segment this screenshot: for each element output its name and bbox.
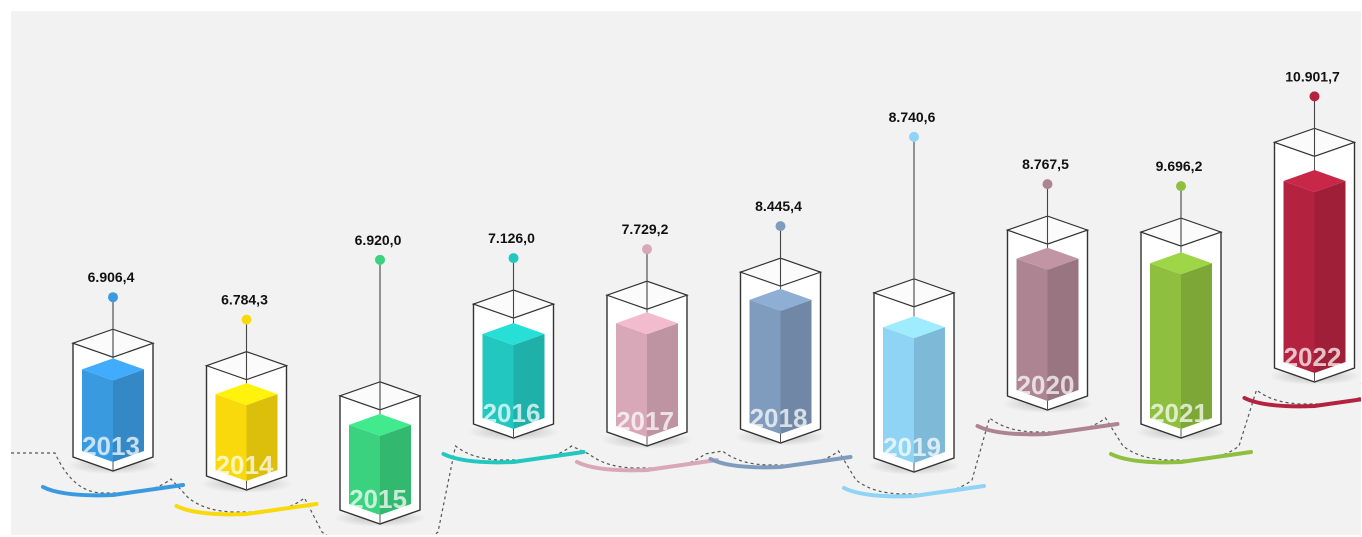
value-label-2020: 8.767,5 xyxy=(1022,156,1069,172)
bar-group-2014: 2014 6.784,3 xyxy=(200,292,293,493)
bar-group-2018: 2018 8.445,4 xyxy=(734,198,827,446)
bar-group-2019: 2019 8.740,6 xyxy=(868,109,960,475)
bar-side xyxy=(246,394,278,481)
bar-group-2013: 2013 6.906,4 xyxy=(67,269,159,474)
value-dot xyxy=(909,131,919,142)
value-dot xyxy=(375,254,385,265)
bar-side xyxy=(513,334,545,429)
timeline-accent-2021 xyxy=(1109,450,1253,465)
year-label-2015: 2015 xyxy=(349,484,407,514)
year-label-2016: 2016 xyxy=(483,398,541,428)
timeline-accent-2019 xyxy=(842,484,986,499)
bar-group-2015: 2015 6.920,0 xyxy=(334,232,426,527)
timeline-accent-2013 xyxy=(41,483,185,498)
value-dot xyxy=(642,244,652,255)
timeline-accent-2022 xyxy=(1242,396,1361,409)
bar-2018 xyxy=(749,299,781,434)
year-label-2020: 2020 xyxy=(1017,370,1075,400)
value-dot xyxy=(108,292,118,303)
value-label-2022: 10.901,7 xyxy=(1285,68,1340,84)
value-label-2019: 8.740,6 xyxy=(889,109,936,125)
value-label-2013: 6.906,4 xyxy=(88,269,135,285)
bar-group-2022: 2022 10.901,7 xyxy=(1268,68,1361,385)
bar-top xyxy=(215,383,278,406)
value-dot xyxy=(1042,179,1053,190)
year-label-2014: 2014 xyxy=(216,450,274,480)
value-dot xyxy=(241,314,252,325)
value-dot xyxy=(508,253,519,264)
bar-chart: 2013 6.906,4 2014 6.784,3 2015 6.920,0 2016 7.1… xyxy=(11,68,1361,535)
bar-2020 xyxy=(1016,258,1048,401)
value-dot xyxy=(1309,91,1320,102)
bar-2014 xyxy=(215,394,247,481)
chart-area: 2013 6.906,4 2014 6.784,3 2015 6.920,0 2016 7.1… xyxy=(11,11,1361,535)
bar-top xyxy=(1016,247,1079,270)
year-label-2018: 2018 xyxy=(750,403,808,433)
bar-2016 xyxy=(482,334,514,429)
bar-top xyxy=(1283,170,1346,193)
bar-side xyxy=(647,323,678,437)
bar-group-2021: 2021 9.696,2 xyxy=(1135,158,1227,441)
bars-group: 2013 6.906,4 2014 6.784,3 2015 6.920,0 2016 7.1… xyxy=(67,68,1361,527)
timeline-accent-2016 xyxy=(441,450,586,465)
timeline-accent-2018 xyxy=(708,455,853,470)
bar-group-2020: 2020 8.767,5 xyxy=(1001,156,1094,413)
value-label-2021: 9.696,2 xyxy=(1156,158,1203,174)
value-label-2018: 8.445,4 xyxy=(755,198,802,214)
bar-side xyxy=(1047,258,1079,401)
value-label-2014: 6.784,3 xyxy=(221,292,268,308)
bar-2013 xyxy=(82,369,113,462)
timeline-accent-2014 xyxy=(174,502,319,517)
bar-group-2017: 2017 7.729,2 xyxy=(601,221,693,449)
bar-2022 xyxy=(1283,181,1315,373)
bar-top xyxy=(883,316,945,339)
bar-top xyxy=(349,413,411,436)
bar-2017 xyxy=(616,323,647,437)
bar-top xyxy=(82,358,144,381)
bar-group-2016: 2016 7.126,0 xyxy=(467,230,560,441)
bar-side xyxy=(1314,181,1346,373)
year-label-2021: 2021 xyxy=(1150,398,1208,428)
year-label-2017: 2017 xyxy=(616,406,674,436)
bar-top xyxy=(482,323,545,346)
bar-side xyxy=(914,327,945,463)
value-dot xyxy=(775,221,786,232)
value-label-2015: 6.920,0 xyxy=(355,232,402,248)
value-dot xyxy=(1176,181,1186,192)
year-label-2019: 2019 xyxy=(883,432,941,462)
bar-side xyxy=(380,424,411,515)
timeline-accent-2017 xyxy=(575,458,719,473)
value-label-2016: 7.126,0 xyxy=(488,230,535,246)
bar-side xyxy=(1181,263,1212,429)
bar-top xyxy=(616,312,678,335)
timeline-path xyxy=(11,383,1361,535)
bar-2019 xyxy=(883,327,914,463)
year-label-2013: 2013 xyxy=(82,431,140,461)
bar-top xyxy=(749,288,812,311)
bar-2021 xyxy=(1150,263,1181,429)
value-label-2017: 7.729,2 xyxy=(622,221,669,237)
timeline-accent-2020 xyxy=(975,422,1120,437)
bar-2015 xyxy=(349,424,380,515)
bar-side xyxy=(780,299,812,434)
bar-side xyxy=(113,369,144,462)
year-label-2022: 2022 xyxy=(1284,342,1342,372)
